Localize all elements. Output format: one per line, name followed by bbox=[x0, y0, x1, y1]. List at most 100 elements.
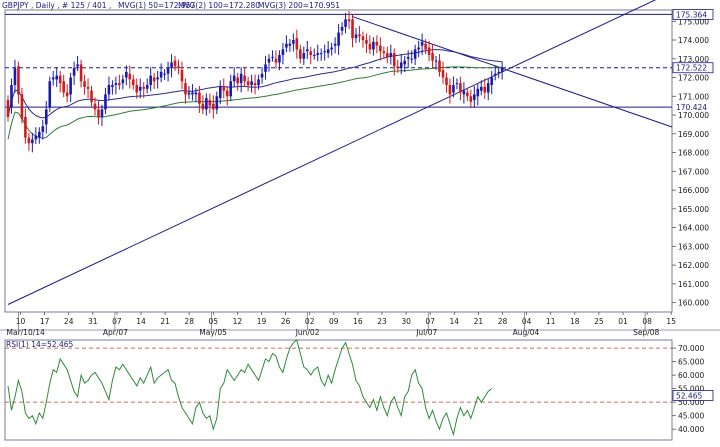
candle-body bbox=[424, 43, 427, 50]
candle-body bbox=[114, 83, 118, 86]
price-y-tick-label: 173.000 bbox=[678, 55, 709, 64]
candle-body bbox=[299, 49, 302, 59]
candle-body bbox=[24, 116, 27, 138]
candle-body bbox=[62, 81, 65, 93]
x-tick-label: 30 bbox=[401, 317, 411, 326]
candle-body bbox=[431, 53, 434, 61]
resistance-trendline bbox=[352, 16, 673, 128]
rsi-pane bbox=[4, 339, 673, 441]
price-y-tick-label: 170.000 bbox=[678, 111, 709, 120]
ma3-label: MVG(3) 200=170.951 bbox=[258, 1, 340, 10]
price-y-tick-label: 174.000 bbox=[678, 36, 709, 45]
month-label: Aug/04 bbox=[513, 328, 540, 337]
candle-body bbox=[441, 70, 445, 78]
candle-body bbox=[10, 85, 13, 108]
candle-body bbox=[142, 86, 146, 89]
month-label: Jul/07 bbox=[415, 328, 437, 337]
price-y-tick-label: 165.000 bbox=[678, 205, 709, 214]
candle-body bbox=[58, 75, 62, 84]
candle-body bbox=[337, 32, 340, 46]
rsi-header: RSI(1) 14=52.465 bbox=[6, 340, 73, 349]
candle-body bbox=[312, 55, 316, 57]
x-tick-label: 16 bbox=[353, 317, 363, 326]
candle-body bbox=[86, 86, 90, 89]
candle-body bbox=[305, 49, 309, 52]
price-y-tick-label: 172.000 bbox=[678, 74, 709, 83]
x-tick-label: 10 bbox=[16, 317, 26, 326]
candle-body bbox=[13, 68, 17, 86]
candle-body bbox=[90, 90, 93, 102]
candle-body bbox=[215, 96, 219, 110]
candle-body bbox=[111, 85, 114, 87]
price-y-tick-label: 166.000 bbox=[678, 186, 709, 195]
candle-body bbox=[194, 92, 198, 95]
candle-body bbox=[399, 62, 403, 69]
rsi-y-tick-label: 70.000 bbox=[678, 344, 704, 353]
candle-body bbox=[410, 58, 413, 60]
candle-body bbox=[396, 66, 400, 69]
candle-body bbox=[41, 126, 45, 132]
candles-group bbox=[6, 10, 504, 153]
candle-body bbox=[65, 92, 69, 97]
x-tick-label: 21 bbox=[474, 317, 484, 326]
candle-body bbox=[51, 77, 55, 80]
x-tick-label: 14 bbox=[136, 317, 146, 326]
rsi-tag-box bbox=[672, 390, 714, 401]
candle-body bbox=[497, 71, 500, 73]
candle-body bbox=[493, 73, 497, 76]
candle-body bbox=[20, 94, 24, 119]
candle-body bbox=[121, 79, 125, 84]
candle-body bbox=[125, 71, 128, 78]
price-pane bbox=[4, 9, 673, 313]
x-tick-label: 17 bbox=[40, 317, 50, 326]
rsi-line bbox=[7, 339, 493, 437]
ma1-label: MVG(1) 50=172.957 bbox=[118, 1, 195, 10]
candle-body bbox=[466, 92, 469, 97]
candle-body bbox=[6, 100, 10, 117]
price-tag-box bbox=[672, 62, 714, 74]
candle-body bbox=[257, 79, 260, 86]
candle-body bbox=[205, 98, 208, 110]
candle-body bbox=[361, 36, 365, 41]
candle-body bbox=[239, 73, 243, 84]
x-tick-label: 31 bbox=[88, 317, 98, 326]
candle-body bbox=[271, 56, 274, 58]
candle-body bbox=[473, 94, 476, 101]
price-tag: 170.424 bbox=[676, 103, 707, 112]
candle-body bbox=[135, 85, 139, 93]
candle-body bbox=[354, 34, 358, 39]
price-y-tick-label: 160.000 bbox=[678, 299, 709, 308]
x-tick-label: 11 bbox=[546, 317, 556, 326]
candle-body bbox=[48, 81, 52, 108]
candle-body bbox=[212, 103, 215, 110]
candle-body bbox=[375, 41, 379, 46]
candle-body bbox=[201, 103, 205, 110]
candle-body bbox=[302, 53, 306, 59]
candle-body bbox=[445, 77, 448, 86]
price-y-tick-label: 162.000 bbox=[678, 261, 709, 270]
candle-body bbox=[326, 49, 330, 54]
candle-body bbox=[281, 49, 285, 56]
candle-body bbox=[156, 77, 159, 80]
x-tick-label: 12 bbox=[233, 317, 243, 326]
price-y-tick-label: 171.000 bbox=[678, 92, 709, 101]
candle-body bbox=[347, 19, 351, 22]
candle-body bbox=[243, 75, 246, 82]
candle-body bbox=[128, 73, 132, 80]
candle-body bbox=[448, 85, 452, 95]
candle-body bbox=[38, 131, 41, 138]
symbol-header: GBPJPY , Daily , # 125 / 401 , bbox=[2, 1, 111, 10]
candle-body bbox=[264, 64, 267, 72]
candle-body bbox=[104, 94, 107, 110]
candle-body bbox=[44, 109, 48, 125]
candle-body bbox=[180, 70, 184, 82]
candle-body bbox=[236, 77, 239, 84]
candle-body bbox=[483, 86, 487, 93]
candle-body bbox=[319, 53, 323, 55]
price-tag: 175.364 bbox=[676, 10, 707, 19]
candle-body bbox=[55, 75, 59, 80]
price-y-tick-label: 164.000 bbox=[678, 224, 709, 233]
candle-body bbox=[152, 77, 156, 82]
